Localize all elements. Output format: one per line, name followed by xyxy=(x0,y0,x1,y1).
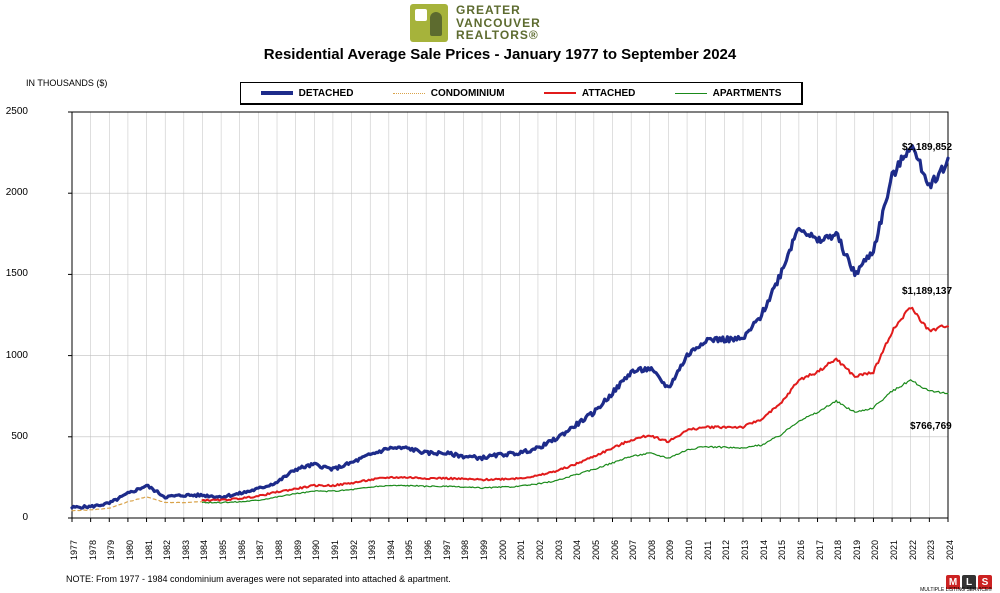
x-tick-label: 1987 xyxy=(255,540,265,560)
x-tick-label: 1992 xyxy=(349,540,359,560)
x-tick-label: 2009 xyxy=(665,540,675,560)
logo-text: GREATER VANCOUVER REALTORS® xyxy=(456,4,541,42)
x-tick-label: 2021 xyxy=(889,540,899,560)
x-tick-label: 2008 xyxy=(647,540,657,560)
logo-line1: GREATER xyxy=(456,4,541,17)
footnote: NOTE: From 1977 - 1984 condominium avera… xyxy=(66,574,451,584)
x-tick-label: 2015 xyxy=(777,540,787,560)
brand-logo: GREATER VANCOUVER REALTORS® xyxy=(410,4,541,42)
x-tick-label: 2005 xyxy=(591,540,601,560)
series-condominium xyxy=(72,497,203,511)
x-tick-label: 1999 xyxy=(479,540,489,560)
x-tick-label: 2011 xyxy=(703,541,713,560)
chart-title: Residential Average Sale Prices - Januar… xyxy=(0,46,1000,63)
x-tick-label: 1981 xyxy=(144,540,154,560)
x-tick-label: 2014 xyxy=(759,540,769,560)
x-tick-label: 1978 xyxy=(88,540,98,560)
x-tick-label: 1980 xyxy=(125,540,135,560)
mls-subtext: MULTIPLE LISTING SERVICE® xyxy=(920,587,992,593)
x-tick-label: 1993 xyxy=(367,540,377,560)
x-tick-label: 2012 xyxy=(721,540,731,560)
x-tick-label: 2022 xyxy=(908,540,918,560)
x-tick-label: 2004 xyxy=(572,540,582,560)
y-tick-label: 2500 xyxy=(0,106,28,117)
series-detached xyxy=(72,146,948,509)
x-tick-label: 2017 xyxy=(815,540,825,560)
x-tick-label: 2020 xyxy=(870,540,880,560)
x-tick-label: 2013 xyxy=(740,540,750,560)
x-tick-label: 2006 xyxy=(610,540,620,560)
legend-item-attached: ATTACHED xyxy=(544,88,636,99)
x-tick-label: 1994 xyxy=(386,540,396,560)
x-tick-label: 2018 xyxy=(833,540,843,560)
x-tick-label: 1977 xyxy=(69,540,79,560)
series-end-label: $1,189,137 xyxy=(902,286,952,297)
x-tick-label: 1979 xyxy=(106,540,116,560)
series-end-label: $2,189,852 xyxy=(902,142,952,153)
x-tick-label: 1983 xyxy=(181,540,191,560)
x-tick-label: 1997 xyxy=(442,540,452,560)
x-tick-label: 1990 xyxy=(311,540,321,560)
x-tick-label: 1985 xyxy=(218,540,228,560)
x-tick-label: 2024 xyxy=(945,540,955,560)
x-tick-label: 1995 xyxy=(404,540,414,560)
x-tick-label: 1989 xyxy=(293,540,303,560)
x-tick-label: 2002 xyxy=(535,540,545,560)
x-tick-label: 2001 xyxy=(516,540,526,560)
line-chart xyxy=(30,106,988,536)
legend-item-apartments: APARTMENTS xyxy=(675,88,782,99)
x-tick-label: 1998 xyxy=(460,540,470,560)
y-tick-label: 2000 xyxy=(0,187,28,198)
x-tick-label: 1988 xyxy=(274,540,284,560)
legend: DETACHED CONDOMINIUM ATTACHED APARTMENTS xyxy=(240,82,803,105)
y-tick-label: 500 xyxy=(0,431,28,442)
x-axis-ticks: 1977 1978 1979 1980 1981 1982 1983 1984 1985 1986… xyxy=(30,536,988,566)
logo-line3: REALTORS® xyxy=(456,29,541,42)
x-tick-label: 1996 xyxy=(423,540,433,560)
x-tick-label: 2000 xyxy=(498,540,508,560)
x-tick-label: 1986 xyxy=(237,540,247,560)
x-tick-label: 1991 xyxy=(330,540,340,560)
logo-mark-icon xyxy=(410,4,448,42)
y-axis-label: IN THOUSANDS ($) xyxy=(26,78,107,88)
series-end-label: $766,769 xyxy=(910,421,952,432)
x-tick-label: 2016 xyxy=(796,540,806,560)
y-tick-label: 1000 xyxy=(0,350,28,361)
x-tick-label: 2023 xyxy=(926,540,936,560)
y-tick-label: 0 xyxy=(0,512,28,523)
x-tick-label: 1982 xyxy=(162,540,172,560)
x-tick-label: 1984 xyxy=(199,540,209,560)
x-tick-label: 2010 xyxy=(684,540,694,560)
x-tick-label: 2007 xyxy=(628,540,638,560)
legend-item-condominium: CONDOMINIUM xyxy=(393,88,505,99)
legend-item-detached: DETACHED xyxy=(261,88,354,99)
x-tick-label: 2003 xyxy=(554,540,564,560)
y-tick-label: 1500 xyxy=(0,268,28,279)
x-tick-label: 2019 xyxy=(852,540,862,560)
